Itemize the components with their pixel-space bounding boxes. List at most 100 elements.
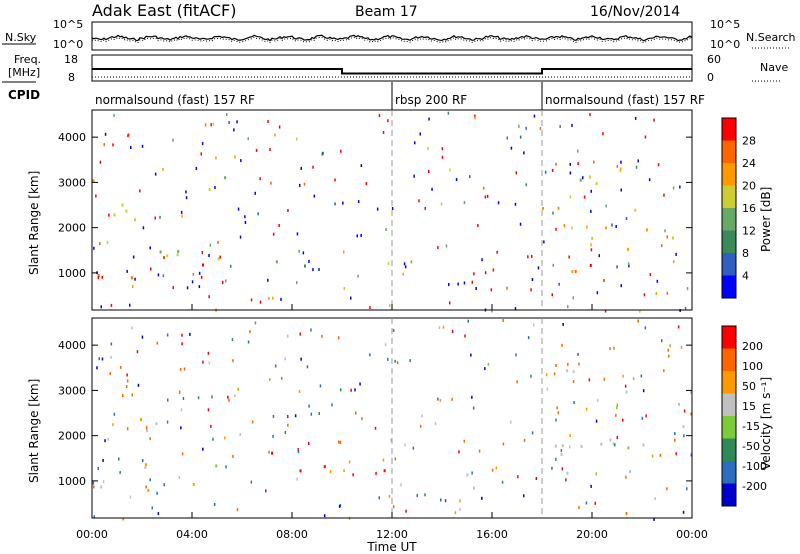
echo-cell	[382, 131, 385, 134]
echo-cell	[331, 403, 333, 407]
echo-cell	[656, 279, 659, 283]
echo-cell	[459, 508, 461, 511]
echo-cell	[359, 382, 361, 386]
echo-cell	[236, 508, 239, 512]
echo-cell	[265, 489, 267, 493]
echo-cell	[125, 385, 128, 388]
echo-cell	[343, 469, 345, 473]
echo-cell	[278, 125, 281, 129]
colorbar-tick-label: 8	[742, 247, 749, 260]
colorbar-tick-label: -100	[742, 460, 767, 473]
echo-cell	[394, 359, 396, 363]
echo-cell	[615, 225, 617, 228]
echo-cell	[208, 188, 211, 191]
echo-cell	[298, 390, 301, 393]
colorbar-swatch	[722, 483, 736, 506]
echo-cell	[666, 291, 669, 295]
echo-cell	[409, 359, 411, 363]
echo-cell	[157, 512, 160, 516]
echo-cell	[677, 325, 680, 329]
echo-cell	[569, 434, 571, 437]
echo-cell	[613, 346, 615, 350]
echo-cell	[641, 416, 644, 420]
echo-cell	[451, 329, 454, 333]
echo-cell	[149, 437, 151, 441]
echo-cell	[514, 307, 517, 311]
echo-cell	[383, 469, 386, 473]
echo-cell	[557, 411, 560, 415]
echo-cell	[144, 466, 147, 469]
echo-cell	[224, 436, 226, 440]
ytick-label: 4000	[58, 131, 86, 144]
echo-cell	[457, 282, 459, 286]
echo-cell	[210, 424, 212, 428]
echo-cell	[473, 272, 475, 276]
ytick-label: 2000	[58, 430, 86, 443]
echo-cell	[484, 195, 487, 199]
colorbar-swatch	[722, 185, 736, 208]
echo-cell	[361, 417, 363, 421]
echo-cell	[357, 274, 359, 278]
xaxis-label: Time UT	[366, 540, 417, 554]
echo-cell	[204, 123, 207, 127]
echo-cell	[530, 374, 532, 378]
echo-cell	[382, 458, 385, 462]
echo-cell	[354, 388, 356, 392]
echo-cell	[369, 353, 371, 357]
echo-cell	[482, 186, 485, 190]
date-title: 16/Nov/2014	[590, 4, 680, 20]
echo-cell	[644, 326, 647, 330]
colorbar-swatch	[722, 208, 736, 231]
echo-cell	[523, 438, 526, 442]
echo-cell	[140, 418, 142, 422]
echo-cell	[628, 264, 630, 268]
echo-cell	[319, 384, 322, 388]
echo-cell	[300, 357, 302, 361]
echo-cell	[627, 262, 630, 266]
echo-cell	[145, 429, 148, 433]
echo-cell	[602, 132, 604, 136]
echo-cell	[484, 271, 487, 275]
echo-cell	[390, 438, 392, 442]
echo-cell	[388, 304, 391, 308]
echo-cell	[556, 406, 558, 410]
echo-cell	[209, 243, 212, 247]
radar-title: Adak East (fitACF)	[92, 1, 236, 20]
echo-cell	[387, 357, 389, 361]
echo-cell	[464, 334, 466, 338]
echo-cell	[615, 413, 617, 417]
echo-cell	[555, 364, 557, 367]
echo-cell	[274, 364, 277, 368]
echo-cell	[517, 475, 519, 479]
echo-cell	[365, 182, 368, 186]
echo-cell	[537, 266, 540, 270]
echo-cell	[661, 339, 663, 343]
echo-cell	[447, 111, 450, 115]
echo-cell	[113, 213, 116, 217]
echo-cell	[159, 215, 161, 219]
noise-search-line	[91, 36, 693, 44]
echo-cell	[434, 422, 437, 426]
echo-cell	[624, 384, 627, 388]
echo-cell	[272, 414, 275, 418]
echo-cell	[448, 283, 450, 286]
xtick-label: 16:00	[476, 528, 508, 541]
echo-cell	[445, 244, 448, 248]
echo-cell	[682, 425, 685, 429]
echo-cell	[690, 390, 692, 394]
echo-cell	[167, 398, 169, 402]
echo-cell	[481, 496, 483, 500]
colorbar-tick-label: 12	[742, 225, 756, 238]
echo-cell	[683, 434, 685, 438]
echo-cell	[669, 344, 671, 348]
echo-cell	[271, 451, 274, 455]
echo-cell	[249, 330, 251, 334]
echo-cell	[278, 224, 280, 227]
echo-cell	[502, 319, 504, 322]
echo-cell	[627, 446, 630, 450]
echo-cell	[572, 380, 575, 383]
echo-cell	[156, 491, 158, 495]
colorbar-frame	[721, 117, 737, 299]
echo-cell	[118, 457, 120, 461]
echo-cell	[663, 193, 665, 197]
